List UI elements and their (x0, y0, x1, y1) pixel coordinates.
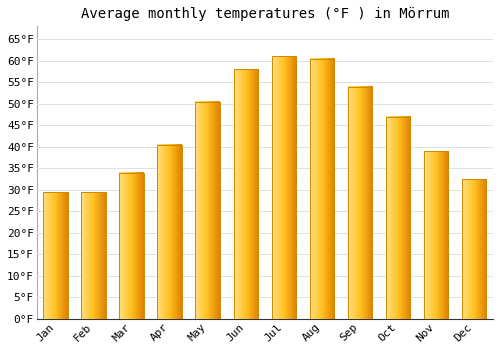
Bar (82, 192, 106, 319)
Bar (158, 145, 182, 319)
Title: Average monthly temperatures (°F ) in Mörrum: Average monthly temperatures (°F ) in Mö… (80, 7, 449, 21)
Bar (44, 192, 68, 319)
Bar (196, 102, 220, 319)
Bar (310, 58, 334, 319)
Bar (424, 151, 448, 319)
Bar (272, 56, 296, 319)
Bar (386, 117, 410, 319)
Bar (348, 86, 372, 319)
Bar (462, 179, 486, 319)
Bar (120, 173, 144, 319)
Bar (234, 69, 258, 319)
